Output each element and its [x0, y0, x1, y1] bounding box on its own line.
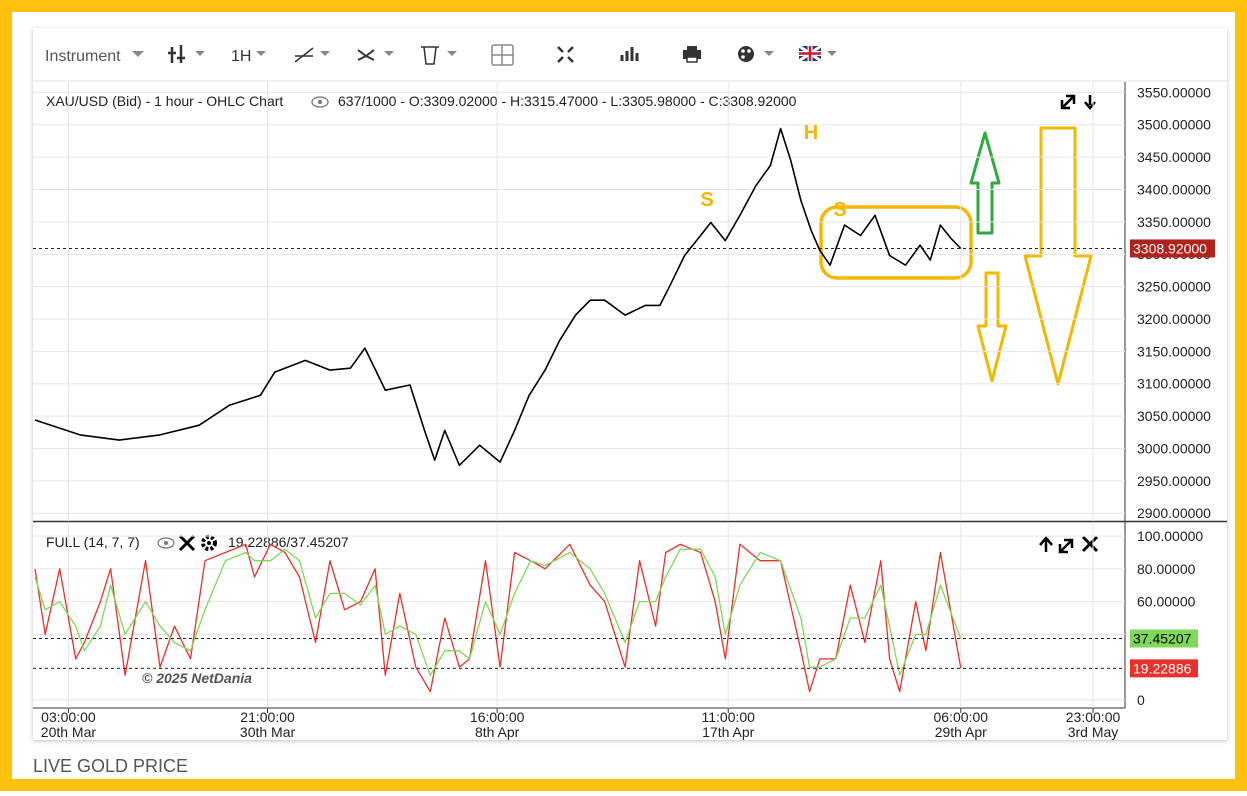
theme-icon[interactable]	[738, 46, 774, 62]
compare-icon[interactable]	[357, 49, 394, 61]
pattern-label: H	[804, 122, 818, 144]
last-value-tag	[1130, 629, 1198, 648]
last-value-label: 19.22886	[1133, 660, 1192, 676]
fullscreen-icon[interactable]	[557, 46, 574, 63]
target-arrow	[1023, 126, 1093, 386]
y-tick-label: 2900.00000	[1137, 505, 1211, 521]
up-arrow	[969, 131, 1001, 235]
y-tick-label: 3050.00000	[1137, 408, 1211, 424]
y-tick-label: 60.00000	[1137, 594, 1196, 610]
copyright: © 2025 NetDania	[142, 670, 252, 686]
y-tick-label: 3150.00000	[1137, 343, 1211, 359]
down-arrow	[976, 271, 1008, 383]
x-tick-label: 23:00:00	[1066, 709, 1121, 725]
ohlc-readout: 637/1000 - O:3309.02000 - H:3315.47000 -…	[338, 93, 797, 109]
x-tick-date: 3rd May	[1068, 724, 1119, 740]
y-tick-label: 3250.00000	[1137, 279, 1211, 295]
toolbar: Instrument 1H	[33, 44, 1227, 82]
dropdown-arrow[interactable]	[256, 51, 266, 56]
pattern-markup	[819, 126, 1093, 386]
y-tick-label: 100.00000	[1137, 528, 1203, 544]
x-tick-label: 11:00:00	[702, 709, 756, 725]
delete-icon[interactable]	[421, 46, 457, 65]
y-tick-label: 3000.00000	[1137, 440, 1211, 456]
language-icon[interactable]	[798, 44, 837, 63]
interval-menu[interactable]: 1H	[231, 48, 251, 65]
x-tick-date: 29th Apr	[935, 724, 987, 740]
draw-line-icon[interactable]	[294, 47, 330, 63]
x-tick-date: 30th Mar	[240, 724, 296, 740]
y-tick-label: 0	[1137, 692, 1145, 708]
y-tick-label: 3100.00000	[1137, 376, 1211, 392]
indicator-controls[interactable]	[157, 534, 217, 552]
range-box	[819, 205, 973, 280]
pattern-label: S	[833, 199, 846, 221]
y-tick-label: 3500.00000	[1137, 117, 1211, 133]
pattern-label: S	[700, 189, 713, 211]
instrument-menu[interactable]: Instrument	[45, 48, 121, 65]
crosshair-icon[interactable]	[491, 44, 514, 66]
volume-icon[interactable]	[620, 47, 639, 61]
x-tick-label: 06:00:00	[934, 709, 989, 725]
x-tick-label: 21:00:00	[240, 709, 295, 725]
indicator-panel-controls[interactable]	[1039, 535, 1099, 554]
y-tick-label: 3200.00000	[1137, 311, 1211, 327]
price-line	[34, 548, 962, 676]
print-icon[interactable]	[683, 46, 701, 63]
x-tick-date: 17th Apr	[702, 724, 754, 740]
price-line	[34, 543, 962, 693]
price-line	[34, 127, 962, 467]
x-tick-date: 20th Mar	[41, 724, 97, 740]
visibility-icon[interactable]	[311, 96, 329, 108]
indicator-icon[interactable]	[168, 45, 205, 63]
y-tick-label: 3550.00000	[1137, 84, 1211, 100]
panel-controls[interactable]	[1060, 94, 1096, 110]
indicator-readout: 19.22886/37.45207	[228, 534, 349, 550]
x-tick-label: 03:00:00	[41, 709, 96, 725]
y-tick-label: 3400.00000	[1137, 181, 1211, 197]
y-tick-label: 3350.00000	[1137, 214, 1211, 230]
y-tick-label: 2950.00000	[1137, 473, 1211, 489]
plots: 3550.00000 3500.00000 3450.00000 3400.00000…	[33, 82, 1227, 740]
dropdown-arrow[interactable]	[132, 51, 144, 57]
footer-caption: LIVE GOLD PRICE	[33, 756, 188, 776]
x-tick-date: 8th Apr	[475, 724, 520, 740]
x-tick-label: 16:00:00	[470, 709, 525, 725]
y-tick-label: 80.00000	[1137, 561, 1196, 577]
y-tick-label: 3450.00000	[1137, 149, 1211, 165]
chart-title: XAU/USD (Bid) - 1 hour - OHLC Chart	[46, 93, 283, 109]
last-value-label: 37.45207	[1133, 630, 1192, 646]
last-value-tag	[1130, 659, 1198, 678]
last-value-tag	[1130, 239, 1215, 258]
last-value-label: 3308.92000	[1133, 240, 1207, 256]
indicator-title: FULL (14, 7, 7)	[46, 534, 140, 550]
